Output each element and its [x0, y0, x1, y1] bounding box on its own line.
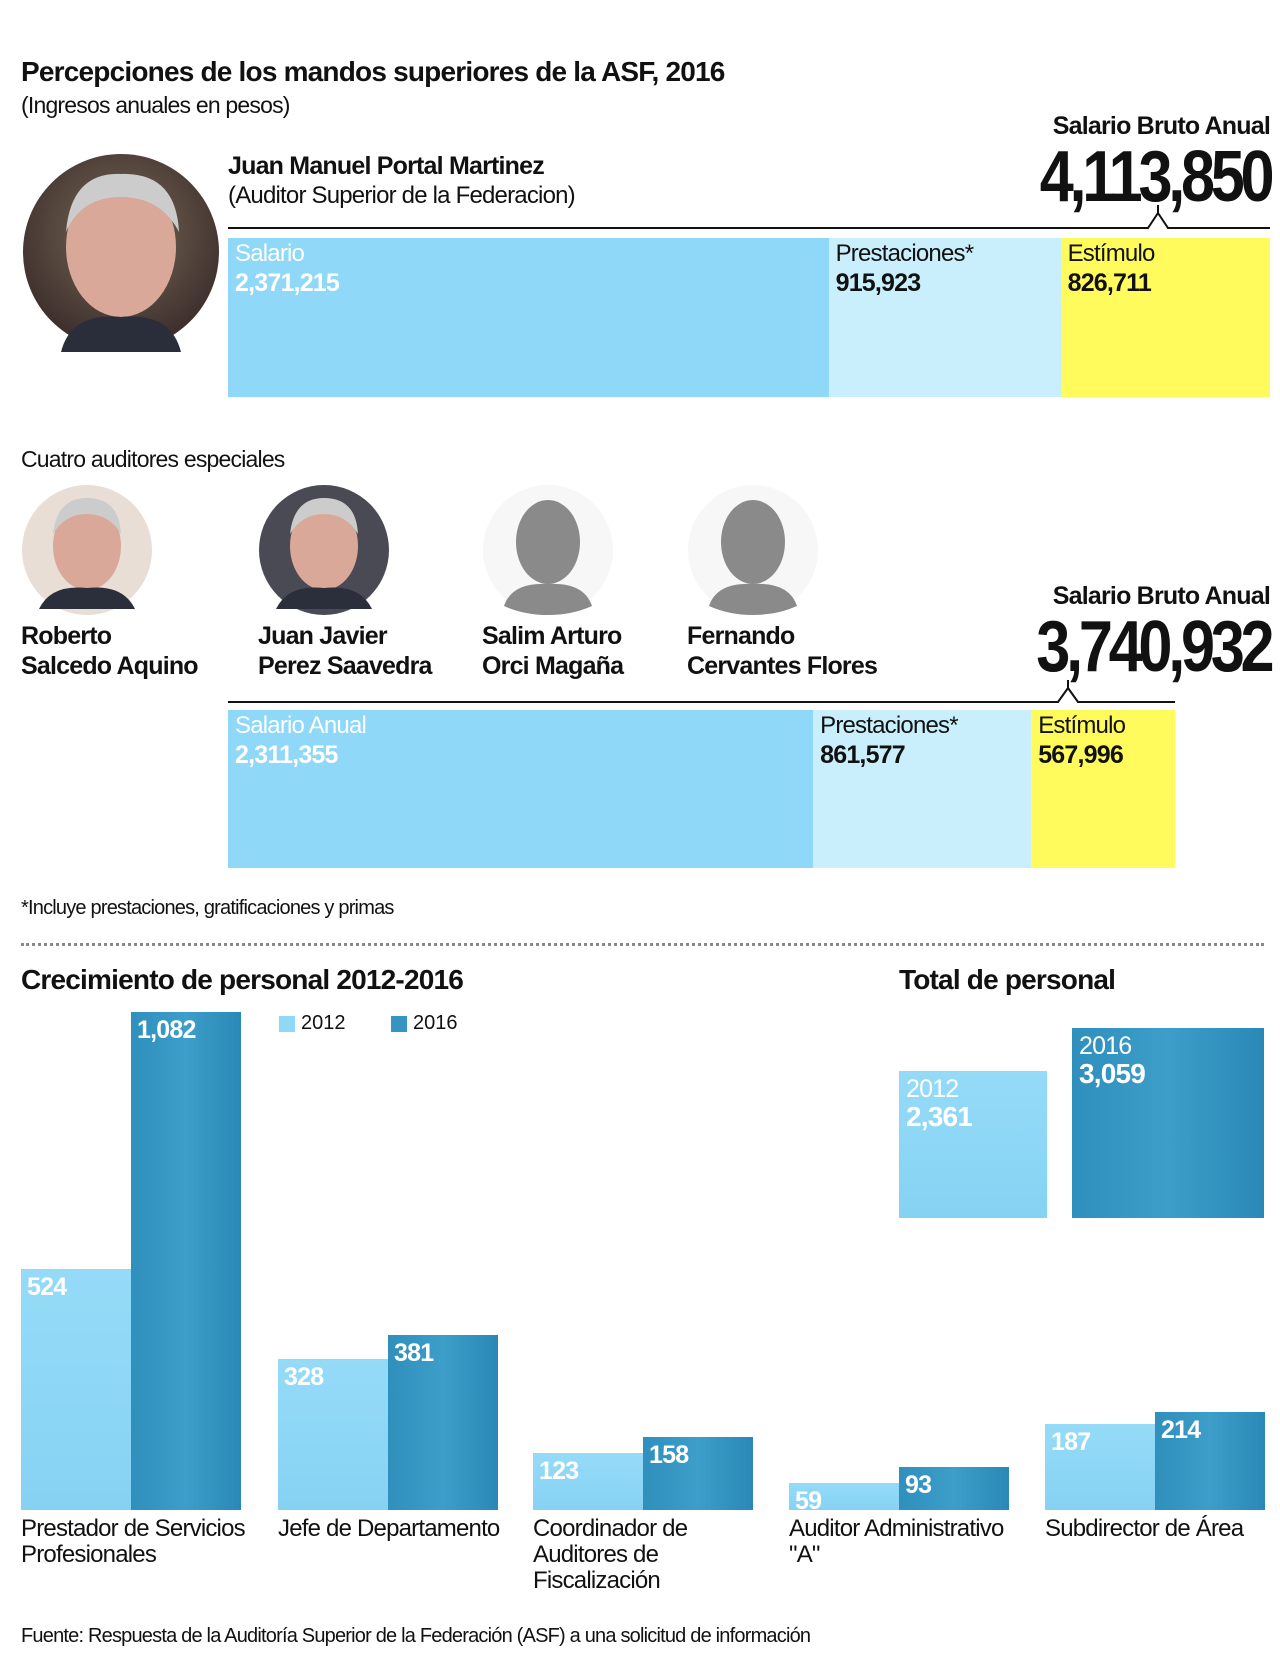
segment-label: Prestaciones* — [820, 712, 958, 739]
total-bar-value: 2,361 — [906, 1101, 973, 1133]
segment-value: 2,371,215 — [235, 269, 340, 297]
bar-value-label: 158 — [649, 1441, 689, 1470]
category-label: Coordinador de Auditores de Fiscalizació… — [533, 1515, 688, 1594]
category-label: Auditor Administrativo "A" — [789, 1515, 1004, 1568]
bar-value-label: 59 — [795, 1486, 822, 1515]
bar-2016-1: 381 — [388, 1334, 498, 1510]
segment-label: Prestaciones* — [835, 240, 974, 267]
bar-value-label: 1,082 — [137, 1016, 196, 1044]
person-name-line1: Salim Arturo — [482, 622, 622, 650]
salary-bar-superior: Salario 2,371,215 Prestaciones* 915,923 Estí… — [228, 238, 1270, 397]
legend-label: 2012 — [301, 1012, 346, 1034]
bar-value-label: 328 — [284, 1363, 324, 1392]
bar-2016-0: 1,082 — [131, 1012, 241, 1510]
person-name-line2: Salcedo Aquino — [21, 652, 199, 680]
bar-2012-2: 123 — [533, 1453, 643, 1510]
total-bar-year: 2016 — [1079, 1032, 1132, 1060]
segment-value: 567,996 — [1038, 741, 1124, 769]
footnote: *Incluye prestaciones, gratificaciones y… — [21, 897, 394, 919]
subtitle: (Ingresos anuales en pesos) — [21, 92, 290, 118]
total-bar-2016: 2016 3,059 — [1072, 1028, 1264, 1218]
segment-value: 915,923 — [835, 269, 922, 297]
segment-value: 826,711 — [1067, 269, 1152, 297]
bar-2012-3: 59 — [789, 1482, 899, 1515]
total-label-2: Salario Bruto Anual — [1052, 582, 1271, 610]
bar-2016-4: 214 — [1155, 1411, 1265, 1510]
bar-segment-3: Estímulo 567,996 — [1031, 710, 1175, 868]
bar-value-label: 123 — [539, 1457, 579, 1486]
bar-value-label: 187 — [1051, 1427, 1091, 1456]
divider — [21, 943, 1264, 946]
bar-2016-2: 158 — [643, 1437, 753, 1510]
bar-2016-3: 93 — [899, 1467, 1009, 1510]
segment-value: 2,311,355 — [235, 741, 338, 769]
person-photo-icon — [259, 485, 389, 615]
total-chart-title: Total de personal — [899, 964, 1116, 995]
bar-value-label: 214 — [1161, 1415, 1201, 1444]
total-bar-2012: 2012 2,361 — [899, 1071, 1047, 1218]
auditor-role: (Auditor Superior de la Federacion) — [228, 182, 576, 209]
legend-label: 2016 — [413, 1012, 458, 1034]
portrait-photo-icon — [23, 154, 219, 352]
category-label: Prestador de Servicios Profesionales — [21, 1515, 246, 1568]
category-label: Subdirector de Área — [1045, 1515, 1244, 1542]
segment-label: Salario Anual — [235, 712, 367, 739]
total-label-1: Salario Bruto Anual — [1052, 112, 1271, 140]
person-name-line2: Orci Magaña — [482, 652, 624, 680]
bar-value-label: 524 — [27, 1272, 67, 1301]
bar-segment-2: Prestaciones* 861,577 — [813, 710, 1032, 868]
total-pointer-line-1 — [228, 205, 1270, 229]
bar-segment-3: Estímulo 826,711 — [1060, 238, 1270, 397]
person-silhouette-icon — [688, 485, 818, 615]
legend-swatch-2016 — [391, 1015, 407, 1032]
person-name-line2: Cervantes Flores — [687, 652, 878, 680]
person-photo-icon — [22, 485, 152, 615]
person-name-line1: Fernando — [687, 622, 795, 650]
total-value-1: 4,113,850 — [1039, 137, 1274, 217]
segment-value: 861,577 — [820, 741, 906, 769]
bar-value-label: 93 — [905, 1471, 932, 1500]
salary-bar-especiales: Salario Anual 2,311,355 Prestaciones* 861,5… — [228, 710, 1175, 868]
bar-value-label: 381 — [394, 1338, 434, 1367]
person-silhouette-icon — [483, 485, 613, 615]
bar-segment-1: Salario Anual 2,311,355 — [228, 710, 814, 868]
segment-label: Estímulo — [1038, 712, 1126, 739]
total-bar-value: 3,059 — [1079, 1058, 1146, 1089]
segment-label: Salario — [235, 240, 305, 267]
source-note: Fuente: Respuesta de la Auditoría Superi… — [21, 1625, 811, 1647]
especiales-heading: Cuatro auditores especiales — [21, 446, 285, 472]
legend-2016: 2016 — [391, 1012, 458, 1035]
main-title: Percepciones de los mandos superiores de… — [21, 56, 725, 87]
bar-segment-2: Prestaciones* 915,923 — [828, 238, 1061, 397]
person-name-line1: Juan Javier — [258, 622, 388, 650]
segment-label: Estímulo — [1067, 240, 1156, 267]
total-pointer-line-2 — [228, 680, 1175, 703]
total-value-2: 3,740,932 — [1035, 607, 1274, 687]
bar-2012-4: 187 — [1045, 1423, 1155, 1510]
category-label: Jefe de Departamento — [278, 1515, 500, 1542]
auditor-name: Juan Manuel Portal Martinez — [228, 152, 545, 180]
bar-2012-1: 328 — [278, 1359, 388, 1510]
bar-segment-1: Salario 2,371,215 — [228, 238, 829, 397]
growth-chart-title: Crecimiento de personal 2012-2016 — [21, 964, 464, 995]
total-bar-year: 2012 — [906, 1075, 959, 1104]
legend-swatch-2012 — [279, 1015, 295, 1032]
person-name-line2: Perez Saavedra — [258, 652, 432, 680]
bar-2012-0: 524 — [21, 1268, 131, 1510]
person-name-line1: Roberto — [21, 622, 112, 650]
legend-2012: 2012 — [279, 1012, 346, 1035]
